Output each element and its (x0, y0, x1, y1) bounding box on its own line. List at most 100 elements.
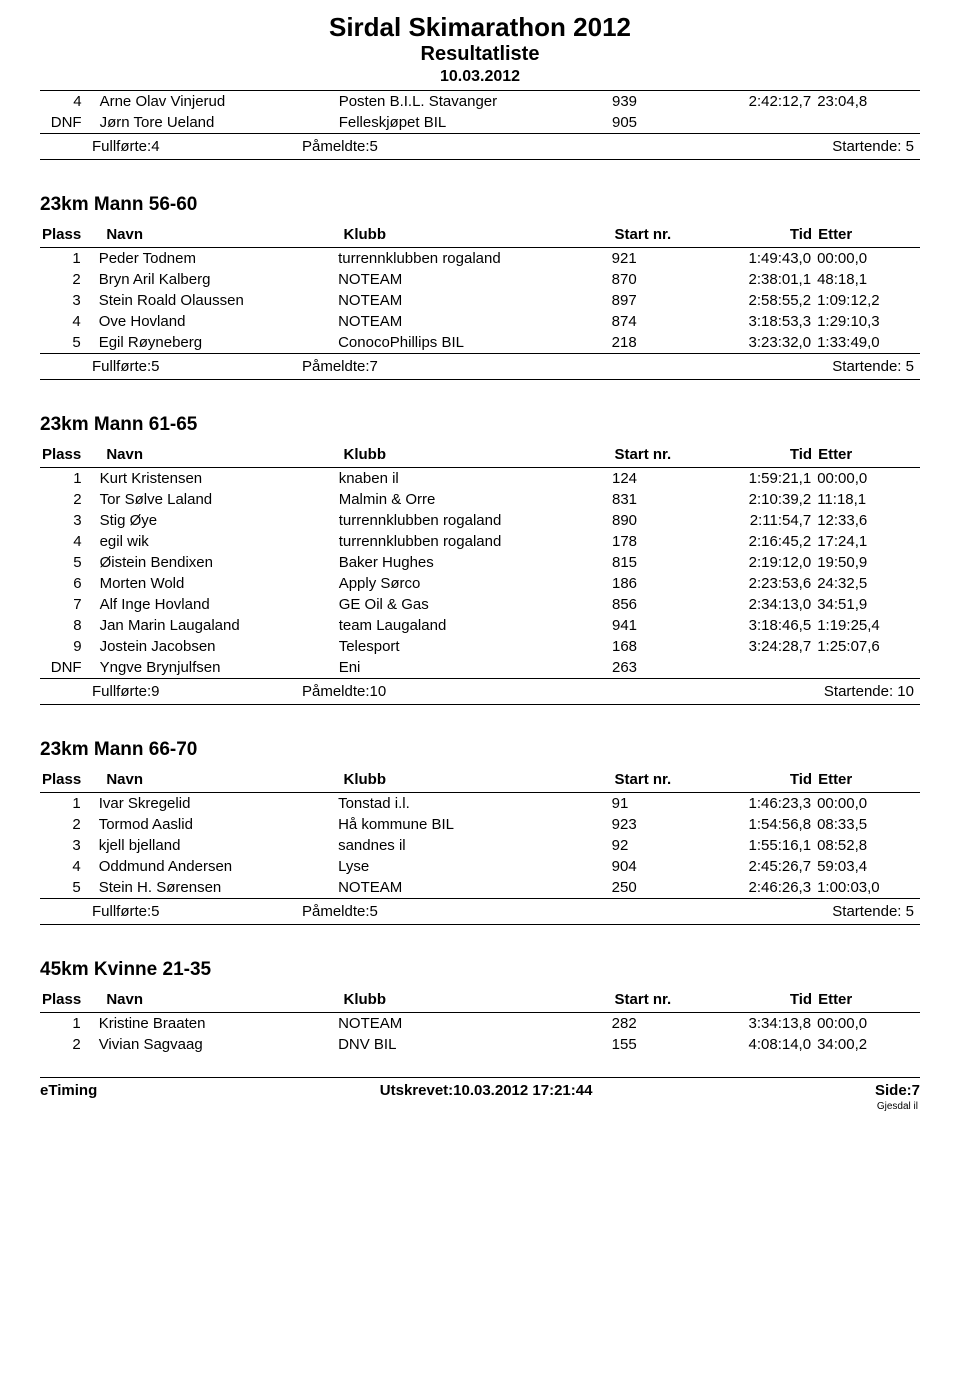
cell-club: NOTEAM (334, 311, 608, 332)
section-title: 45km Kvinne 21-35 (40, 959, 920, 981)
cell-name: Øistein Bendixen (96, 552, 335, 573)
table-row: 2 Tormod Aaslid Hå kommune BIL 923 1:54:… (40, 814, 920, 835)
cell-after (815, 657, 920, 678)
col-header-club: Klubb (340, 222, 611, 247)
cell-time: 2:23:53,6 (710, 573, 815, 594)
cell-time: 2:16:45,2 (710, 531, 815, 552)
col-header-name: Navn (102, 987, 339, 1012)
cell-club: GE Oil & Gas (335, 594, 608, 615)
table-row: 8 Jan Marin Laugaland team Laugaland 941… (40, 615, 920, 636)
cell-club: Eni (335, 657, 608, 678)
cell-club: Tonstad i.l. (334, 793, 608, 814)
cell-name: egil wik (96, 531, 335, 552)
cell-place: 4 (40, 531, 96, 552)
table-row: 2 Tor Sølve Laland Malmin & Orre 831 2:1… (40, 489, 920, 510)
cell-time: 3:18:46,5 (710, 615, 815, 636)
cell-after: 1:09:12,2 (815, 290, 920, 311)
cell-after: 00:00,0 (815, 793, 920, 814)
fullforte-label: Fullførte:5 (88, 899, 298, 924)
cell-startnr: 831 (608, 489, 710, 510)
table-row: 4 Oddmund Andersen Lyse 904 2:45:26,7 59… (40, 856, 920, 877)
cell-place: 2 (40, 269, 95, 290)
cell-club: Apply Sørco (335, 573, 608, 594)
table-row: DNF Yngve Brynjulfsen Eni 263 (40, 657, 920, 678)
table-row: 7 Alf Inge Hovland GE Oil & Gas 856 2:34… (40, 594, 920, 615)
col-header-startnr: Start nr. (611, 222, 713, 247)
cell-club: NOTEAM (334, 1013, 608, 1034)
col-header-name: Navn (102, 442, 339, 467)
cell-club: turrennklubben rogaland (335, 510, 608, 531)
cell-place: 2 (40, 489, 96, 510)
cell-name: Tormod Aaslid (95, 814, 334, 835)
cell-time: 4:08:14,0 (710, 1034, 815, 1055)
cell-club: team Laugaland (335, 615, 608, 636)
cell-time: 3:24:28,7 (710, 636, 815, 657)
cell-time: 3:34:13,8 (710, 1013, 815, 1034)
divider (40, 379, 920, 380)
cell-time: 2:10:39,2 (710, 489, 815, 510)
table-row: 2 Vivian Sagvaag DNV BIL 155 4:08:14,0 3… (40, 1034, 920, 1055)
table-row: DNF Jørn Tore Ueland Felleskjøpet BIL 90… (40, 112, 920, 133)
table-header: Plass Navn Klubb Start nr. Tid Etter (40, 442, 920, 467)
cell-after: 1:33:49,0 (815, 332, 920, 353)
cell-startnr: 91 (608, 793, 711, 814)
cell-name: Ivar Skregelid (95, 793, 334, 814)
pameldte-label: Påmeldte:7 (298, 354, 538, 379)
cell-name: Morten Wold (96, 573, 335, 594)
cell-startnr: 921 (608, 248, 711, 269)
cell-name: Jostein Jacobsen (96, 636, 335, 657)
cell-after: 19:50,9 (815, 552, 920, 573)
cell-startnr: 904 (608, 856, 711, 877)
startende-label: Startende: 5 (628, 899, 920, 924)
cell-after: 11:18,1 (815, 489, 920, 510)
col-header-place: Plass (40, 987, 102, 1012)
col-header-after: Etter (816, 767, 920, 792)
cell-place: DNF (40, 657, 96, 678)
pameldte-label: Påmeldte:5 (298, 899, 538, 924)
cell-startnr: 905 (608, 112, 710, 133)
col-header-time: Tid (712, 767, 816, 792)
table-row: 5 Egil Røyneberg ConocoPhillips BIL 218 … (40, 332, 920, 353)
cell-after (815, 112, 920, 133)
cell-place: 3 (40, 290, 95, 311)
cell-place: 2 (40, 814, 95, 835)
cell-time: 2:46:26,3 (710, 877, 815, 898)
cell-club: sandnes il (334, 835, 608, 856)
cell-startnr: 263 (608, 657, 710, 678)
divider (40, 704, 920, 705)
summary-row: Fullførte:4 Påmeldte:5 Startende: 5 (40, 134, 920, 159)
cell-name: Peder Todnem (95, 248, 334, 269)
fullforte-label: Fullførte:4 (88, 134, 298, 159)
table-row: 1 Peder Todnem turrennklubben rogaland 9… (40, 248, 920, 269)
page-title: Sirdal Skimarathon 2012 (40, 12, 920, 43)
cell-club: Felleskjøpet BIL (335, 112, 608, 133)
cell-place: 7 (40, 594, 96, 615)
cell-name: Kristine Braaten (95, 1013, 334, 1034)
table-row: 1 Kurt Kristensen knaben il 124 1:59:21,… (40, 468, 920, 489)
col-header-startnr: Start nr. (611, 987, 713, 1012)
cell-name: Jan Marin Laugaland (96, 615, 335, 636)
cell-startnr: 874 (608, 311, 711, 332)
table-row: 1 Kristine Braaten NOTEAM 282 3:34:13,8 … (40, 1013, 920, 1034)
table-row: 1 Ivar Skregelid Tonstad i.l. 91 1:46:23… (40, 793, 920, 814)
cell-after: 1:00:03,0 (815, 877, 920, 898)
cell-startnr: 124 (608, 468, 710, 489)
table-row: 4 Ove Hovland NOTEAM 874 3:18:53,3 1:29:… (40, 311, 920, 332)
divider (40, 924, 920, 925)
cell-after: 34:51,9 (815, 594, 920, 615)
cell-club: Malmin & Orre (335, 489, 608, 510)
summary-row: Fullførte:9 Påmeldte:10 Startende: 10 (40, 679, 920, 704)
cell-startnr: 155 (608, 1034, 711, 1055)
cell-after: 1:19:25,4 (815, 615, 920, 636)
results-table: Plass Navn Klubb Start nr. Tid Etter (40, 767, 920, 792)
cell-startnr: 815 (608, 552, 710, 573)
results-table: Plass Navn Klubb Start nr. Tid Etter (40, 222, 920, 247)
cell-club: Baker Hughes (335, 552, 608, 573)
cell-place: 4 (40, 91, 96, 112)
cell-startnr: 168 (608, 636, 710, 657)
footer-left: eTiming (40, 1082, 97, 1099)
col-header-after: Etter (816, 987, 920, 1012)
results-body: 1 Kurt Kristensen knaben il 124 1:59:21,… (40, 468, 920, 678)
table-row: 5 Stein H. Sørensen NOTEAM 250 2:46:26,3… (40, 877, 920, 898)
cell-place: 5 (40, 332, 95, 353)
